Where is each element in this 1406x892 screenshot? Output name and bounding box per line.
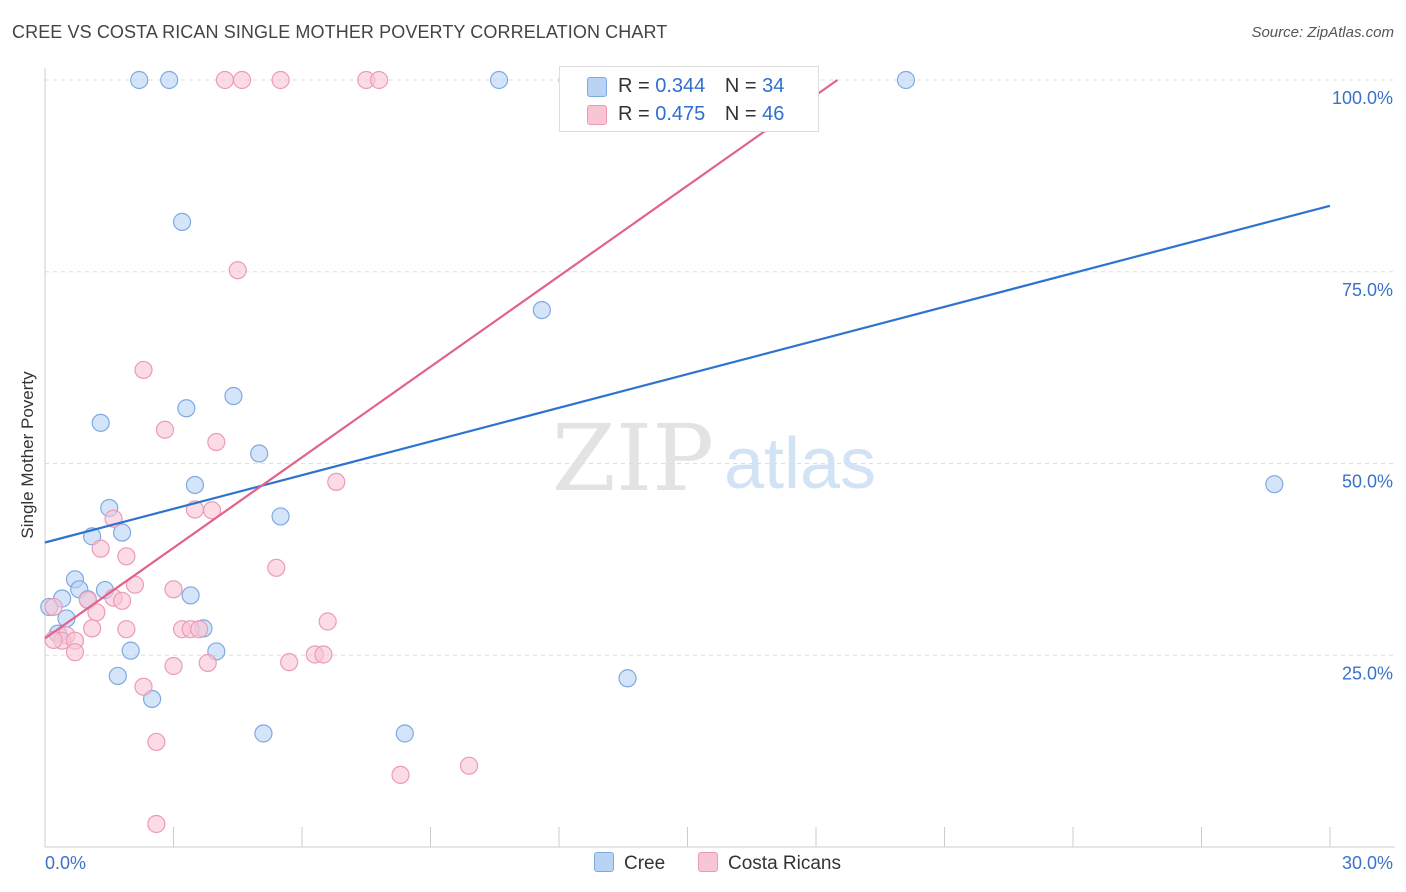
costa-point	[198, 653, 217, 673]
costa-point	[65, 643, 85, 662]
legend: R = 0.344 N = 34 R = 0.475 N = 46	[559, 66, 819, 132]
cree-point	[532, 301, 551, 320]
costa-point	[207, 432, 226, 452]
costa-point	[280, 653, 299, 672]
costa-point	[327, 472, 346, 492]
watermark-zip: ZIP	[552, 405, 714, 512]
costa-point	[190, 620, 209, 639]
costa-point	[370, 70, 389, 90]
y-tick-label: 100.0%	[1332, 88, 1393, 108]
legend-costa-r: 0.475	[655, 103, 706, 125]
costa-point	[215, 70, 234, 90]
cree-point	[172, 212, 192, 231]
legend-costa-n: 46	[762, 103, 785, 125]
costa-point	[91, 539, 110, 558]
bottom-legend-swatch-cree	[594, 852, 614, 872]
costa-point	[391, 765, 410, 785]
cree-point	[177, 399, 196, 418]
x-tick-label: 0.0%	[45, 853, 86, 873]
legend-r-label: R =	[618, 103, 650, 125]
costa-point	[112, 591, 132, 610]
bottom-legend-cree: Cree	[594, 852, 665, 875]
costa-point	[117, 620, 136, 639]
costa-point	[202, 501, 222, 520]
cree-point	[254, 724, 273, 743]
cree-point	[618, 669, 637, 688]
costa-point	[117, 547, 136, 566]
costa-point	[271, 70, 290, 90]
legend-n-label: N =	[724, 75, 757, 97]
cree-point	[160, 70, 179, 90]
costa-point	[267, 558, 286, 577]
cree-point	[395, 724, 414, 743]
cree-point	[181, 586, 200, 605]
y-tick-label: 50.0%	[1342, 472, 1393, 492]
cree-point	[896, 70, 916, 90]
cree-point	[108, 666, 127, 686]
legend-n-label: N =	[724, 103, 757, 125]
costa-point	[459, 756, 479, 775]
cree-point	[121, 641, 140, 660]
bottom-legend-label-costa: Costa Ricans	[728, 853, 841, 874]
costa-point	[83, 619, 102, 638]
costa-point	[232, 70, 252, 90]
costa-point	[164, 656, 183, 676]
cree-point	[489, 70, 509, 90]
legend-r-label: R =	[618, 75, 650, 97]
legend-row-cree: R = 0.344 N = 34	[618, 75, 784, 98]
legend-cree-r: 0.344	[655, 75, 706, 97]
cree-point	[112, 523, 132, 542]
costa-point	[314, 645, 333, 664]
costa-point	[318, 612, 337, 631]
cree-point	[142, 689, 162, 709]
costa-point	[134, 360, 153, 380]
legend-swatch-costa	[587, 105, 607, 125]
costa-point	[134, 677, 153, 696]
costa-point	[44, 597, 63, 617]
chart-title: CREE VS COSTA RICAN SINGLE MOTHER POVERT…	[12, 22, 668, 42]
costa-point	[44, 630, 63, 650]
legend-swatch-cree	[587, 77, 607, 97]
y-tick-label: 75.0%	[1342, 280, 1393, 300]
x-tick-label: 30.0%	[1342, 853, 1393, 873]
cree-point	[130, 70, 149, 90]
cree-point	[224, 386, 243, 406]
cree-point	[271, 507, 290, 526]
bottom-legend-swatch-costa	[698, 852, 718, 872]
legend-row-costa: R = 0.475 N = 46	[618, 103, 784, 126]
costa-point	[147, 732, 166, 752]
y-tick-label: 25.0%	[1342, 663, 1393, 683]
cree-point	[1265, 475, 1284, 494]
costa-point	[228, 261, 247, 280]
costa-point	[147, 814, 166, 834]
bottom-legend-costa: Costa Ricans	[698, 852, 841, 875]
cree-point	[185, 475, 205, 495]
cree-point	[250, 444, 269, 463]
costa-point	[164, 580, 183, 599]
source-label: Source: ZipAtlas.com	[1251, 24, 1394, 41]
costa-trend-line	[44, 79, 839, 640]
legend-cree-n: 34	[762, 75, 785, 97]
costa-point	[155, 420, 175, 439]
bottom-legend-label-cree: Cree	[624, 853, 666, 874]
cree-point	[91, 413, 110, 432]
